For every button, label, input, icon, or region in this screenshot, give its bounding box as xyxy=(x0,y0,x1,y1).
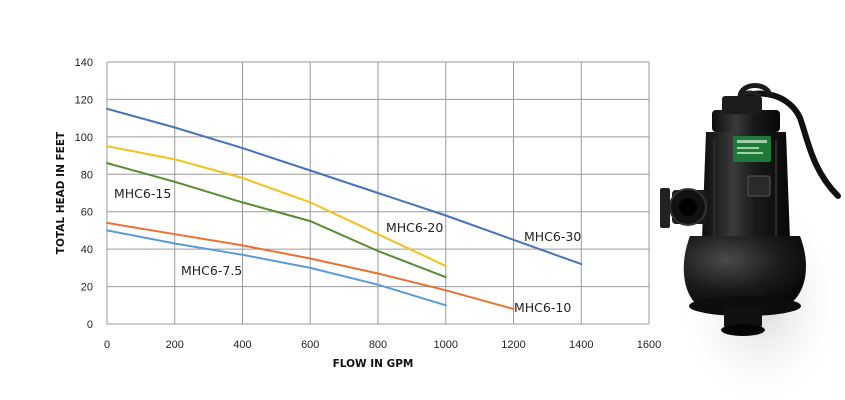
y-tick-label: 20 xyxy=(81,282,93,294)
series-label-mhc6-15: MHC6-15 xyxy=(114,186,171,201)
x-tick-label: 1000 xyxy=(434,339,458,351)
series-line-mhc6-30 xyxy=(106,107,583,266)
y-tick-label: 40 xyxy=(81,244,93,256)
x-tick-label: 600 xyxy=(301,339,319,351)
grid-lines xyxy=(106,61,650,325)
series-label-mhc6-30: MHC6-30 xyxy=(524,229,581,244)
series-line-mhc6-20 xyxy=(106,145,447,267)
y-tick-label: 0 xyxy=(87,319,93,331)
x-tick-label: 1400 xyxy=(569,339,593,351)
series-line-mhc6-15 xyxy=(106,162,447,279)
submersible-pump-image xyxy=(660,83,845,400)
y-tick-label: 100 xyxy=(75,132,93,144)
series-label-mhc6-10: MHC6-10 xyxy=(514,300,571,315)
x-axis-title: FLOW IN GPM xyxy=(333,358,414,370)
y-tick-label: 60 xyxy=(81,207,93,219)
x-tick-label: 0 xyxy=(104,339,110,351)
x-tick-label: 1600 xyxy=(637,339,661,351)
y-axis-title: TOTAL HEAD IN FEET xyxy=(55,131,67,254)
x-tick-label: 1200 xyxy=(501,339,525,351)
series-label-mhc6-7-5: MHC6-7.5 xyxy=(181,263,242,278)
series-line-mhc6-7-5 xyxy=(106,229,447,307)
x-tick-label: 800 xyxy=(369,339,387,351)
series-line-mhc6-10 xyxy=(106,221,515,310)
y-tick-label: 120 xyxy=(75,94,93,106)
x-tick-label: 400 xyxy=(233,339,251,351)
series-labels: MHC6-30 MHC6-20 MHC6-15 MHC6-10 MHC6-7.5 xyxy=(114,186,581,315)
series-lines xyxy=(106,107,583,310)
x-tick-labels: 0 200 400 600 800 1000 1200 1400 1600 xyxy=(104,339,661,351)
x-tick-label: 200 xyxy=(166,339,184,351)
y-tick-label: 80 xyxy=(81,169,93,181)
y-tick-label: 140 xyxy=(75,57,93,69)
y-tick-labels: 0 20 40 60 80 100 120 140 xyxy=(75,57,93,331)
series-label-mhc6-20: MHC6-20 xyxy=(386,220,443,235)
